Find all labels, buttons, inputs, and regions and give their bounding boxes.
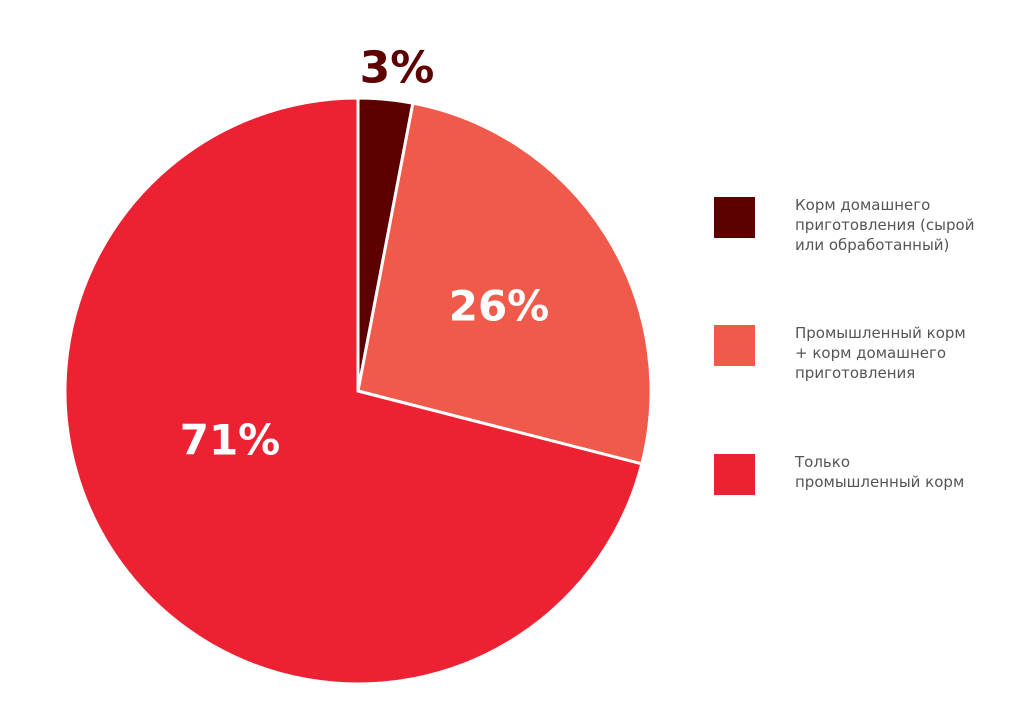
pie-slice-mixed [356, 101, 653, 466]
legend-item-mixed: Промышленный корм + корм домашнего приго… [714, 323, 975, 383]
pie-slice-industrial [63, 96, 644, 686]
legend-label-mixed: Промышленный корм + корм домашнего приго… [795, 324, 966, 382]
legend-label-industrial: Только промышленный корм [795, 453, 965, 491]
slice-label-industrial: 71% [179, 415, 281, 465]
legend-label-home: Корм домашнего приготовления (сырой или … [795, 196, 975, 254]
slice-label-home: 3% [359, 42, 435, 94]
legend-swatch-mixed [714, 325, 755, 366]
legend-swatch-industrial [714, 454, 755, 495]
legend-swatch-home [714, 197, 755, 238]
legend-item-home: Корм домашнего приготовления (сырой или … [714, 195, 975, 255]
slice-label-mixed: 26% [448, 281, 550, 331]
legend-item-industrial: Только промышленный корм [714, 452, 975, 495]
